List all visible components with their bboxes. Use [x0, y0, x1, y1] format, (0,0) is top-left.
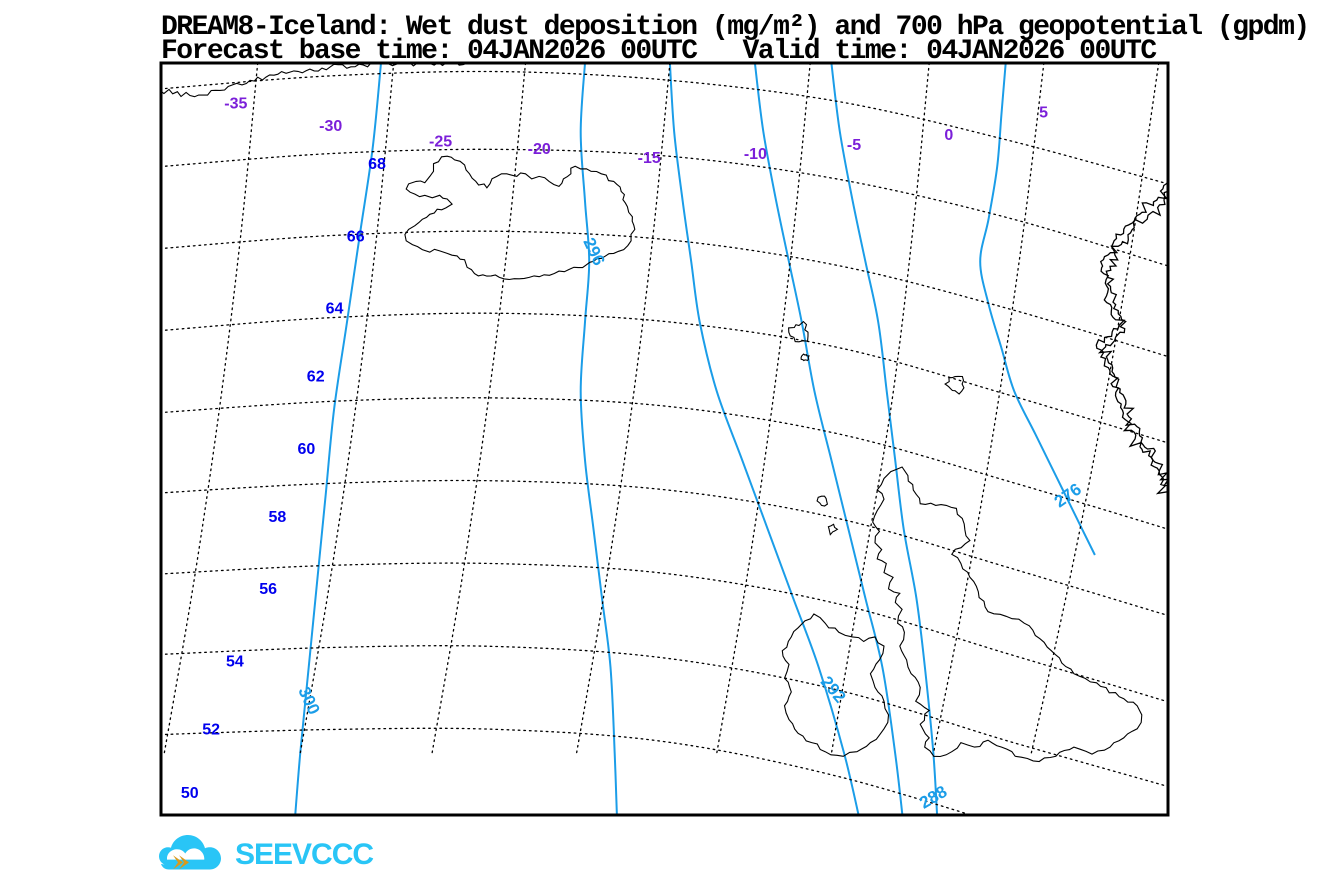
svg-text:56: 56: [259, 581, 277, 598]
svg-text:-35: -35: [224, 95, 247, 112]
svg-text:-25: -25: [429, 133, 452, 150]
svg-text:300: 300: [294, 684, 323, 718]
svg-text:-20: -20: [528, 141, 551, 158]
svg-text:64: 64: [326, 301, 344, 318]
svg-text:52: 52: [202, 721, 220, 738]
svg-text:-15: -15: [638, 150, 661, 167]
svg-text:-5: -5: [847, 137, 861, 154]
svg-text:288: 288: [916, 782, 950, 813]
svg-text:62: 62: [307, 369, 325, 386]
svg-text:-30: -30: [319, 118, 342, 135]
svg-text:SEEVCCC: SEEVCCC: [235, 838, 373, 871]
svg-text:58: 58: [269, 509, 287, 526]
svg-text:276: 276: [1051, 480, 1085, 512]
svg-text:68: 68: [368, 156, 386, 173]
svg-text:54: 54: [226, 653, 244, 670]
svg-text:66: 66: [347, 228, 365, 245]
svg-text:296: 296: [579, 235, 608, 269]
svg-text:0: 0: [944, 127, 953, 144]
svg-text:-10: -10: [744, 146, 767, 163]
svg-text:60: 60: [298, 441, 316, 458]
svg-text:50: 50: [181, 785, 199, 802]
svg-text:5: 5: [1039, 105, 1048, 122]
